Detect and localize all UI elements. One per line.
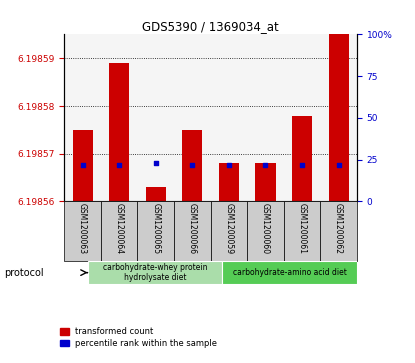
Point: [226, 162, 232, 168]
Point: [335, 162, 342, 168]
Bar: [101, 201, 137, 261]
Text: GSM1200060: GSM1200060: [261, 203, 270, 254]
Point: [116, 162, 122, 168]
Bar: [284, 201, 320, 261]
Text: GSM1200062: GSM1200062: [334, 203, 343, 254]
Bar: [174, 201, 211, 261]
Text: carbohydrate-amino acid diet: carbohydrate-amino acid diet: [233, 268, 347, 277]
Bar: [320, 201, 357, 261]
Point: [262, 162, 269, 168]
Text: GSM1200064: GSM1200064: [115, 203, 124, 254]
Bar: [255, 163, 276, 201]
Point: [189, 162, 195, 168]
Bar: [137, 201, 174, 261]
Text: GSM1200066: GSM1200066: [188, 203, 197, 254]
Text: carbohydrate-whey protein
hydrolysate diet: carbohydrate-whey protein hydrolysate di…: [103, 263, 208, 282]
Bar: [88, 261, 222, 284]
Bar: [292, 115, 312, 201]
Point: [299, 162, 305, 168]
Text: GSM1200059: GSM1200059: [225, 203, 233, 254]
Legend: transformed count, percentile rank within the sample: transformed count, percentile rank withi…: [60, 327, 217, 348]
Bar: [73, 130, 93, 201]
Point: [79, 162, 86, 168]
Point: [152, 160, 159, 166]
Text: GSM1200063: GSM1200063: [78, 203, 87, 254]
Title: GDS5390 / 1369034_at: GDS5390 / 1369034_at: [142, 20, 279, 33]
Bar: [211, 201, 247, 261]
Bar: [222, 261, 357, 284]
Text: protocol: protocol: [4, 268, 44, 278]
Text: GSM1200061: GSM1200061: [298, 203, 307, 254]
Bar: [64, 201, 101, 261]
Bar: [219, 163, 239, 201]
Bar: [109, 63, 129, 201]
Bar: [329, 34, 349, 201]
Bar: [247, 201, 284, 261]
Bar: [146, 187, 166, 201]
Bar: [182, 130, 203, 201]
Text: GSM1200065: GSM1200065: [151, 203, 160, 254]
